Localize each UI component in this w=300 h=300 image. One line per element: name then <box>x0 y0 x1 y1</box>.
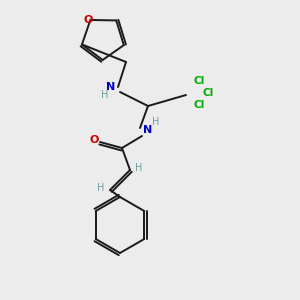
Text: H: H <box>101 90 109 100</box>
Text: Cl: Cl <box>194 76 205 86</box>
Text: N: N <box>106 82 116 92</box>
Text: O: O <box>89 135 99 145</box>
Text: H: H <box>97 183 105 193</box>
Text: O: O <box>84 15 93 25</box>
Text: Cl: Cl <box>202 88 214 98</box>
Text: H: H <box>152 117 160 127</box>
Text: Cl: Cl <box>194 100 205 110</box>
Text: N: N <box>143 125 153 135</box>
Text: H: H <box>135 163 143 173</box>
